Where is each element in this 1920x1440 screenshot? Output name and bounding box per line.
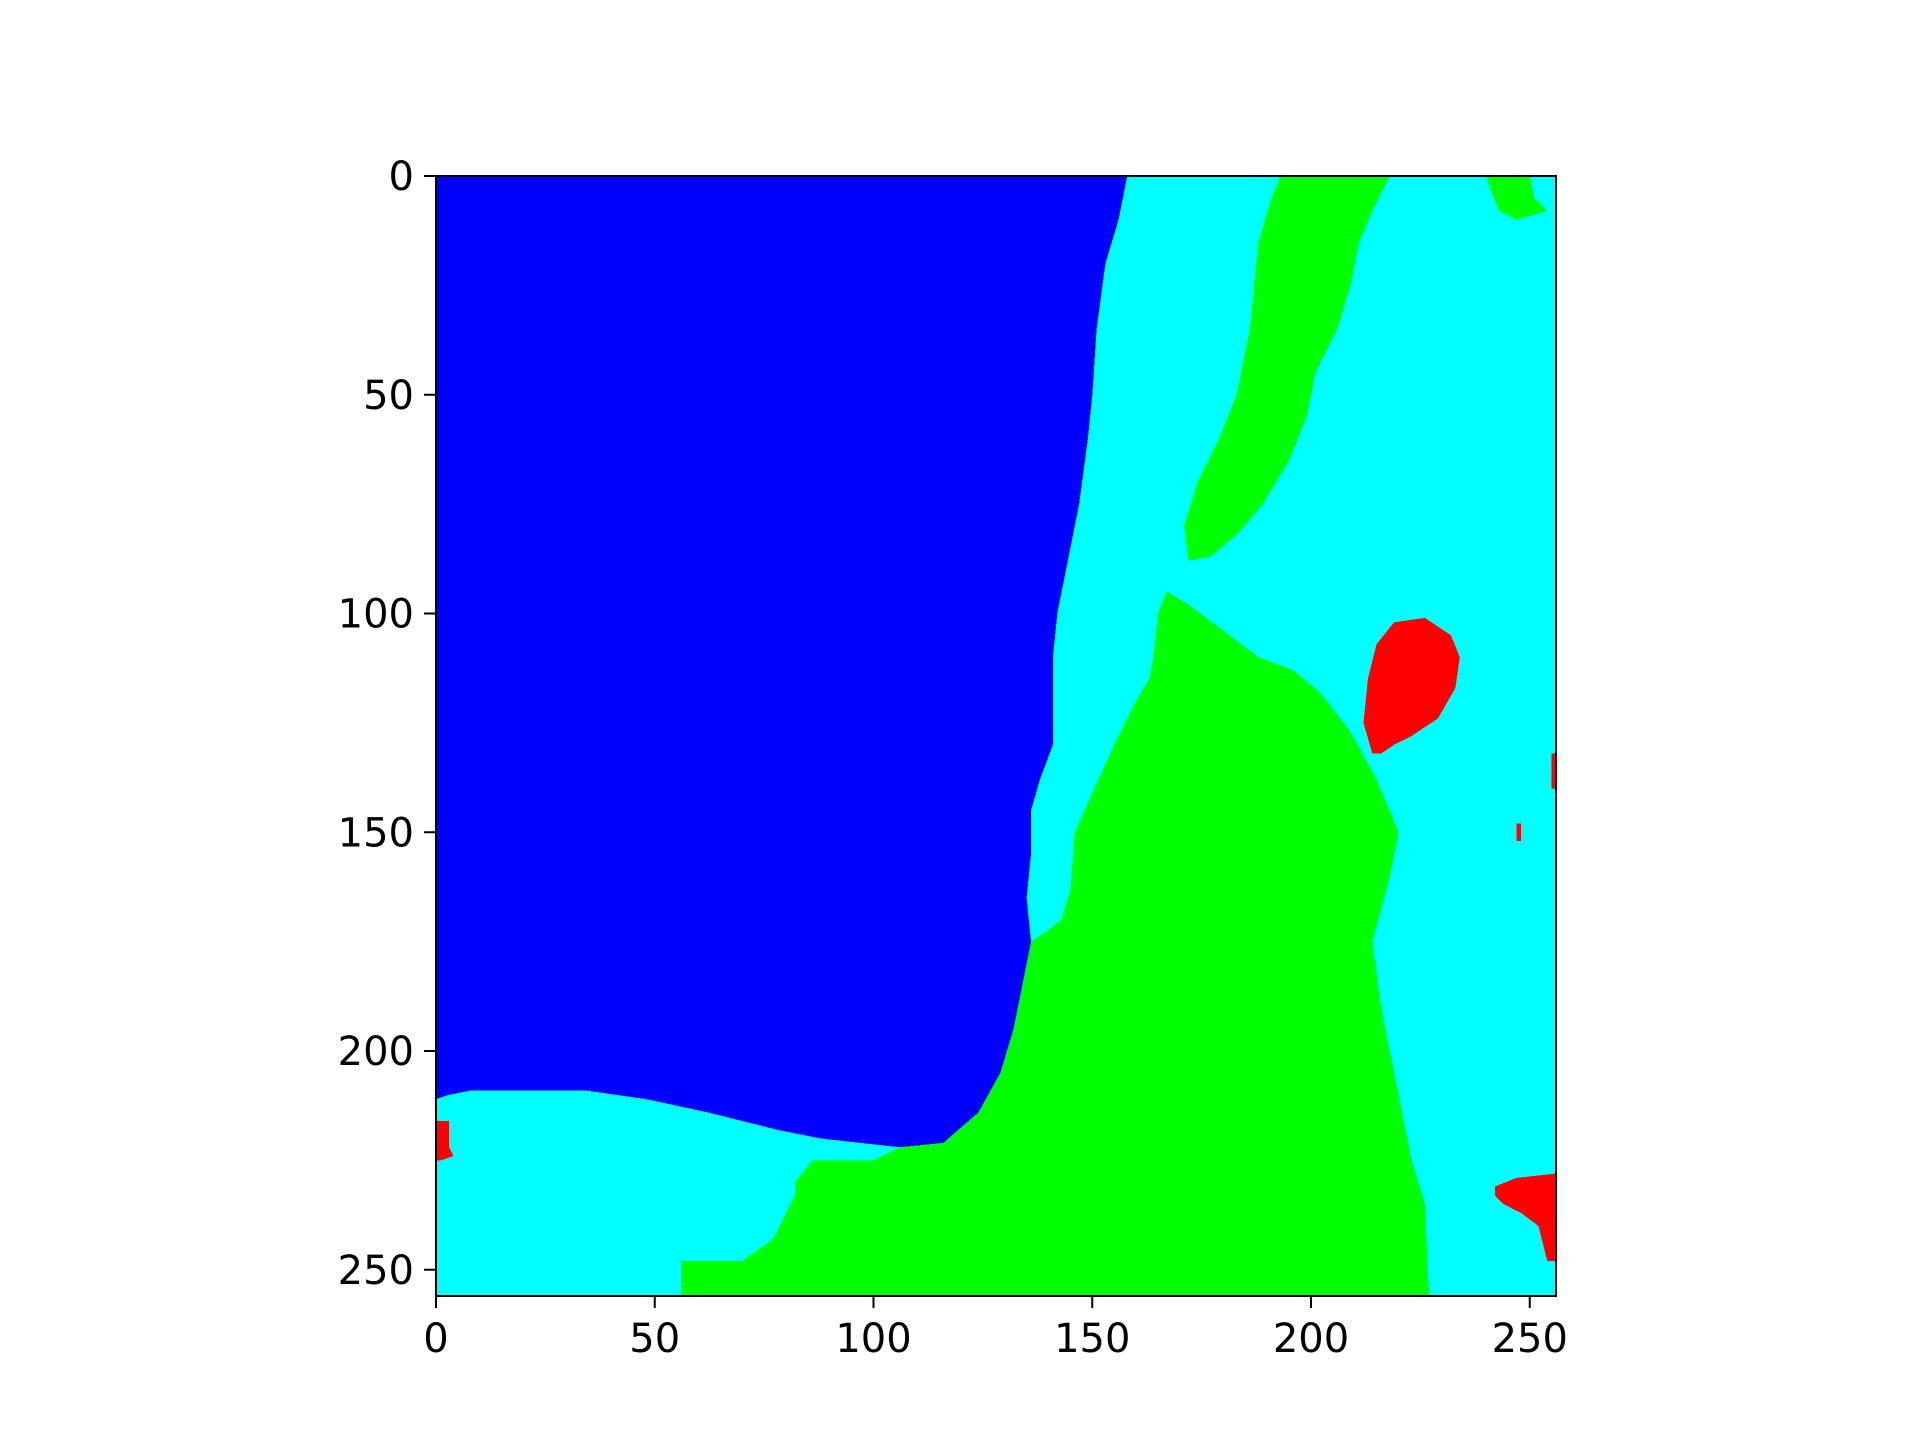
mask-region-red-8 [1516, 823, 1521, 841]
x-tick-label: 0 [423, 1316, 448, 1362]
x-axis: 0 50 100 150 200 250 [423, 1296, 1568, 1362]
y-axis: 0 50 100 150 200 250 [338, 154, 436, 1294]
mask-image [436, 176, 1556, 1296]
plot-area [435, 175, 1557, 1297]
y-tick-label: 250 [338, 1248, 414, 1294]
plot-frame [435, 175, 1557, 1297]
x-tick-label: 250 [1492, 1316, 1568, 1362]
mask-region-green-2 [1184, 176, 1390, 561]
y-tick-label: 0 [389, 154, 414, 200]
mask-region-green-1 [681, 591, 1430, 1296]
x-tick-label: 50 [629, 1316, 680, 1362]
mask-region-red-6 [436, 1121, 454, 1161]
x-tick-label: 100 [835, 1316, 911, 1362]
mask-region-red-7 [1551, 753, 1556, 789]
mask-region-red-4 [1363, 617, 1460, 754]
mask-region-green-3 [1486, 176, 1548, 220]
y-tick-label: 150 [338, 810, 414, 856]
x-tick-label: 200 [1273, 1316, 1349, 1362]
mask-region-red-5 [1494, 1173, 1556, 1261]
y-tick-label: 50 [363, 373, 414, 419]
y-tick-label: 100 [338, 592, 414, 638]
y-tick-label: 200 [338, 1029, 414, 1075]
x-tick-label: 150 [1054, 1316, 1130, 1362]
mask-region-blue-0 [436, 176, 1128, 1148]
